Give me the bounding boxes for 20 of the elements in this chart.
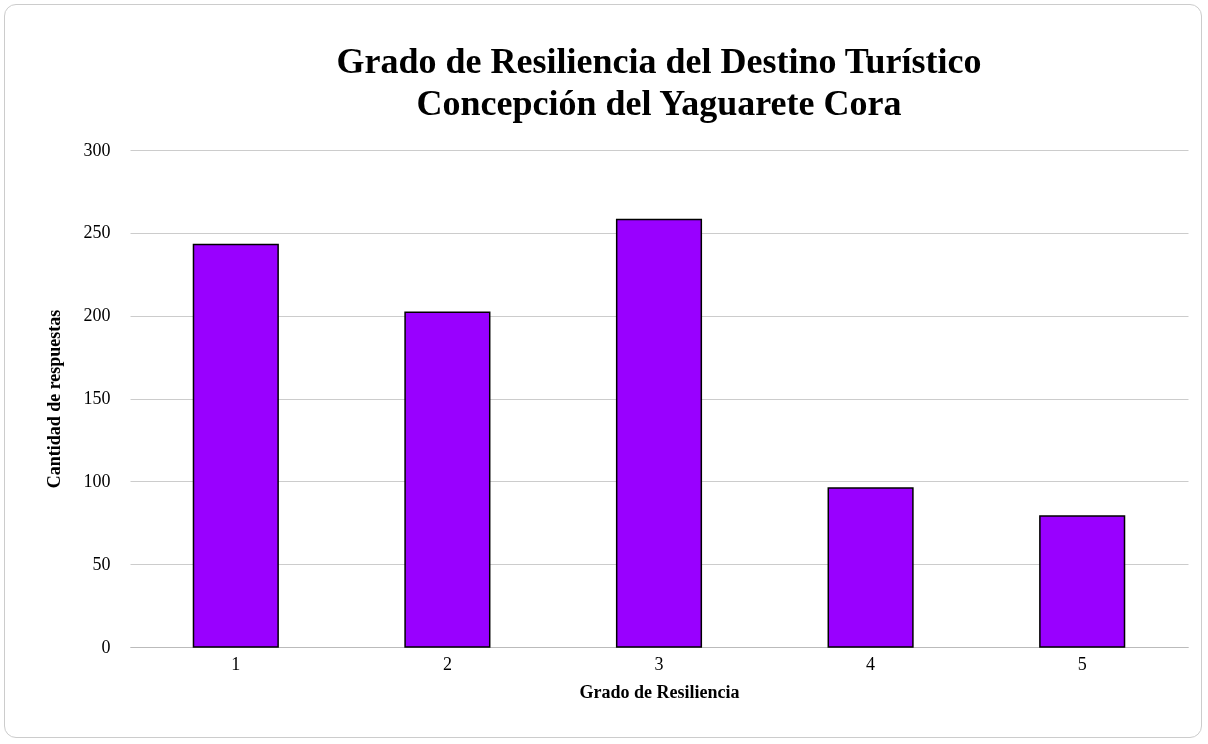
y-tick-label: 50 [92,553,111,574]
x-tick-label: 3 [654,653,664,674]
y-tick-label: 250 [83,222,111,243]
chart-title: Grado de Resiliencia del Destino Turístico Concepción del Yaguarete Cora [336,41,982,123]
y-tick-label: 300 [83,139,111,160]
y-tick-label: 100 [83,470,111,491]
bar [1039,515,1126,648]
x-tick-label: 5 [1077,653,1087,674]
bar [404,311,491,648]
x-tick-label: 4 [866,653,876,674]
y-axis-title: Cantidad de respuestas [43,309,64,489]
bar [615,218,703,648]
x-tick-label: 1 [231,653,241,674]
x-tick-label: 2 [442,653,452,674]
x-axis-title: Grado de Resiliencia [579,681,740,702]
bar [827,487,914,648]
y-tick-label: 0 [101,636,111,657]
bar [192,243,279,648]
y-tick-label: 200 [83,305,111,326]
y-tick-label: 150 [83,388,111,408]
